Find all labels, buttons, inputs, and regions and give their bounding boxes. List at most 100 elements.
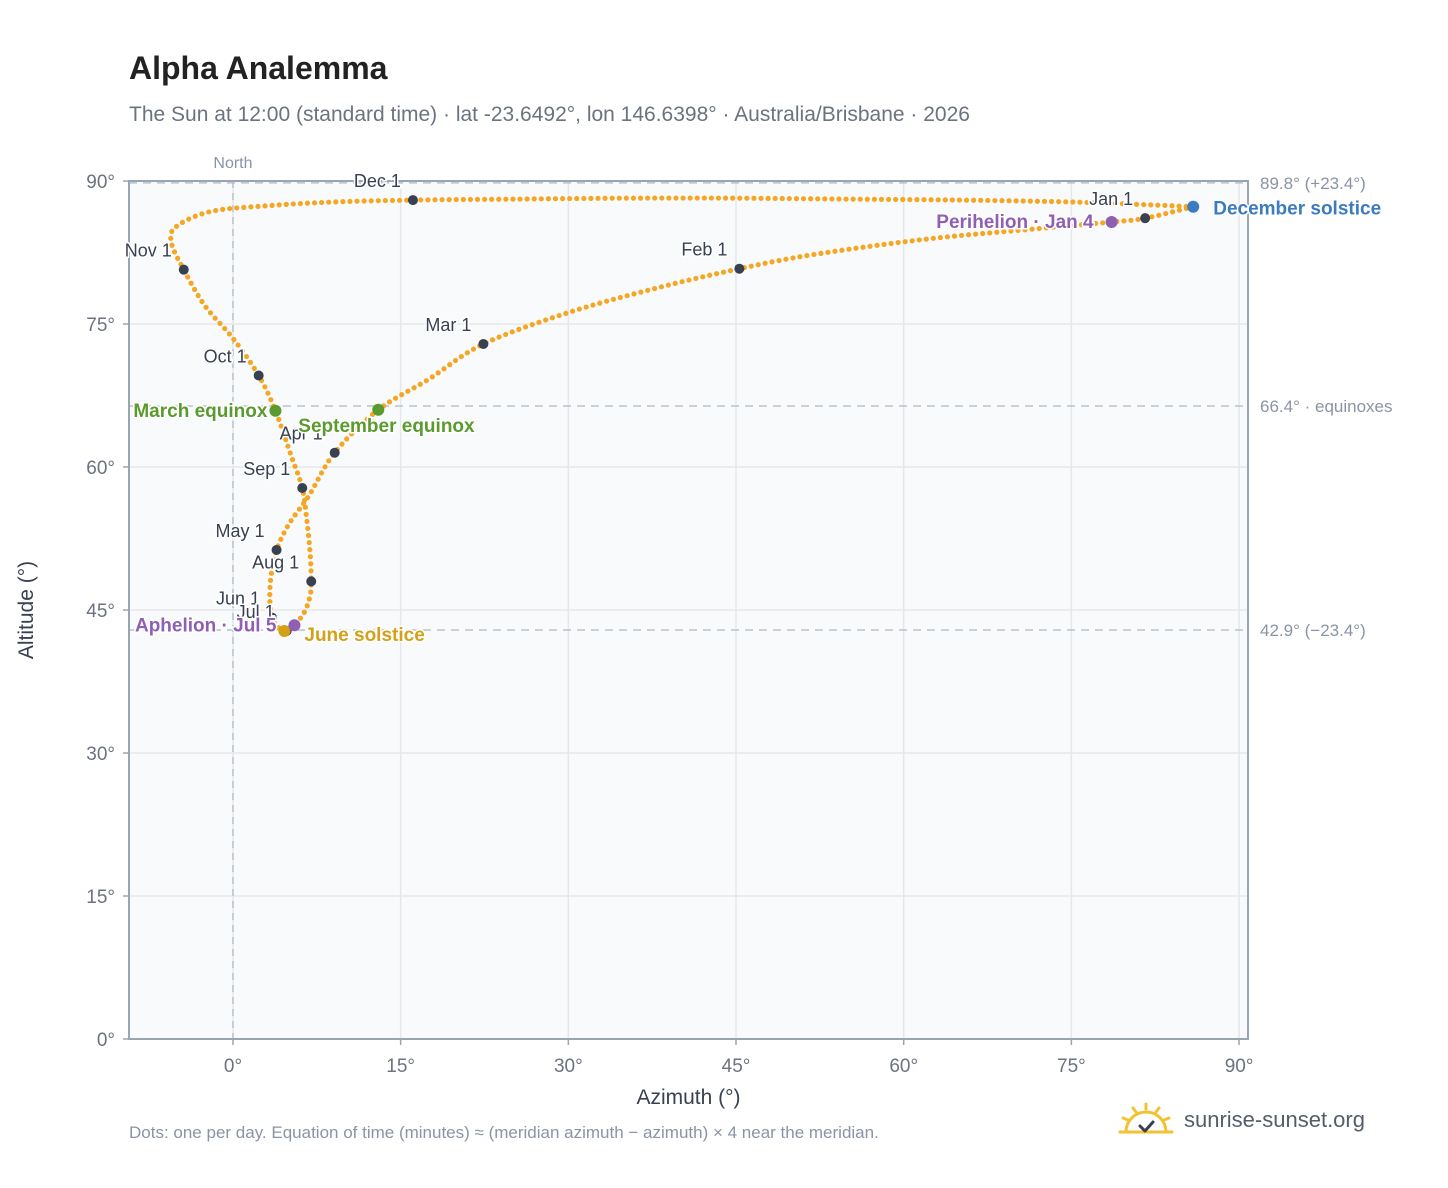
daily-dot: [617, 294, 623, 301]
daily-dot: [375, 198, 381, 204]
daily-dot: [509, 329, 515, 335]
event-label: September equinox: [298, 416, 475, 437]
daily-dot: [687, 195, 693, 201]
daily-dot: [516, 326, 522, 332]
daily-dot: [980, 230, 986, 237]
daily-dot: [1013, 198, 1019, 204]
daily-dot: [283, 436, 289, 443]
month-label: Nov 1: [125, 241, 172, 261]
brand-logo[interactable]: sunrise-sunset.org: [1118, 1100, 1365, 1140]
daily-dot: [278, 423, 284, 429]
daily-dot: [268, 570, 275, 576]
daily-dot: [417, 381, 423, 387]
x-axis-label: Azimuth (°): [636, 1086, 740, 1109]
daily-dot: [822, 196, 828, 202]
daily-dot: [853, 245, 859, 251]
daily-dot: [825, 249, 831, 255]
daily-dot: [916, 237, 922, 243]
daily-dot: [284, 524, 290, 530]
daily-dot: [832, 248, 838, 254]
daily-dot: [583, 304, 589, 310]
daily-dot: [185, 274, 191, 280]
daily-dot: [382, 197, 388, 204]
event-marker: [372, 403, 385, 416]
chart-footnote: Dots: one per day. Equation of time (min…: [129, 1123, 879, 1142]
daily-dot: [1070, 199, 1076, 205]
daily-dot: [311, 200, 318, 206]
month-marker: [267, 612, 278, 623]
daily-dot: [1098, 200, 1104, 206]
daily-dot: [638, 289, 644, 295]
daily-dot: [489, 196, 495, 202]
daily-dot: [951, 233, 958, 239]
daily-dot: [839, 247, 845, 253]
daily-dot: [458, 353, 464, 360]
event-marker: [1105, 215, 1118, 228]
daily-dot: [604, 298, 610, 304]
daily-dot: [949, 197, 955, 203]
daily-dot: [543, 317, 549, 323]
daily-dot: [262, 384, 268, 390]
daily-dot: [235, 342, 241, 348]
daily-dot: [714, 271, 720, 277]
month-marker: [734, 263, 745, 274]
daily-dot: [306, 539, 312, 546]
daily-dot: [231, 336, 237, 343]
daily-dot: [574, 195, 580, 202]
month-label: Aug 1: [252, 552, 299, 572]
daily-dot: [602, 195, 608, 201]
daily-dot: [292, 463, 298, 469]
daily-dot: [666, 195, 672, 201]
daily-dot: [958, 232, 965, 239]
daily-dot: [793, 196, 800, 202]
daily-dot: [786, 195, 792, 202]
daily-dot: [672, 280, 678, 286]
daily-dot: [255, 203, 261, 210]
month-marker: [306, 576, 317, 587]
daily-dot: [616, 195, 622, 201]
daily-dot: [179, 219, 186, 225]
daily-dot: [590, 302, 596, 308]
daily-dot: [287, 450, 293, 456]
y-tick-label: 75°: [86, 315, 115, 336]
daily-dot: [1056, 199, 1062, 205]
daily-dot: [874, 242, 880, 248]
daily-dot: [928, 197, 934, 203]
daily-dot: [790, 255, 796, 261]
daily-dot: [985, 197, 991, 204]
daily-dot: [1091, 200, 1097, 206]
daily-dot: [900, 196, 906, 203]
daily-dot: [885, 196, 892, 203]
daily-dot: [755, 262, 761, 268]
daily-dot: [531, 196, 537, 202]
daily-dot: [276, 416, 282, 422]
daily-dot: [963, 197, 970, 203]
daily-dot: [489, 337, 496, 343]
daily-dot: [304, 200, 311, 206]
daily-dot: [797, 254, 803, 260]
daily-dot: [429, 374, 435, 380]
daily-dot: [173, 223, 180, 229]
daily-dot: [1071, 222, 1078, 228]
daily-dot: [315, 476, 321, 482]
daily-dot: [359, 421, 365, 427]
daily-dot: [588, 195, 594, 201]
month-marker: [407, 195, 418, 206]
daily-dot: [944, 234, 951, 240]
daily-dot: [878, 196, 885, 202]
event-label: December solstice: [1213, 199, 1381, 220]
daily-dot: [545, 196, 551, 202]
daily-dot: [727, 268, 734, 274]
daily-dot: [1050, 224, 1056, 230]
daily-dot: [1085, 221, 1092, 227]
daily-dot: [349, 431, 355, 437]
daily-dot: [496, 334, 502, 340]
daily-dot: [673, 195, 679, 201]
daily-dot: [843, 196, 849, 202]
daily-dot: [956, 197, 963, 203]
daily-dot: [765, 195, 771, 201]
daily-dot: [637, 195, 644, 201]
daily-dot: [1057, 223, 1063, 230]
daily-dot: [701, 195, 707, 201]
